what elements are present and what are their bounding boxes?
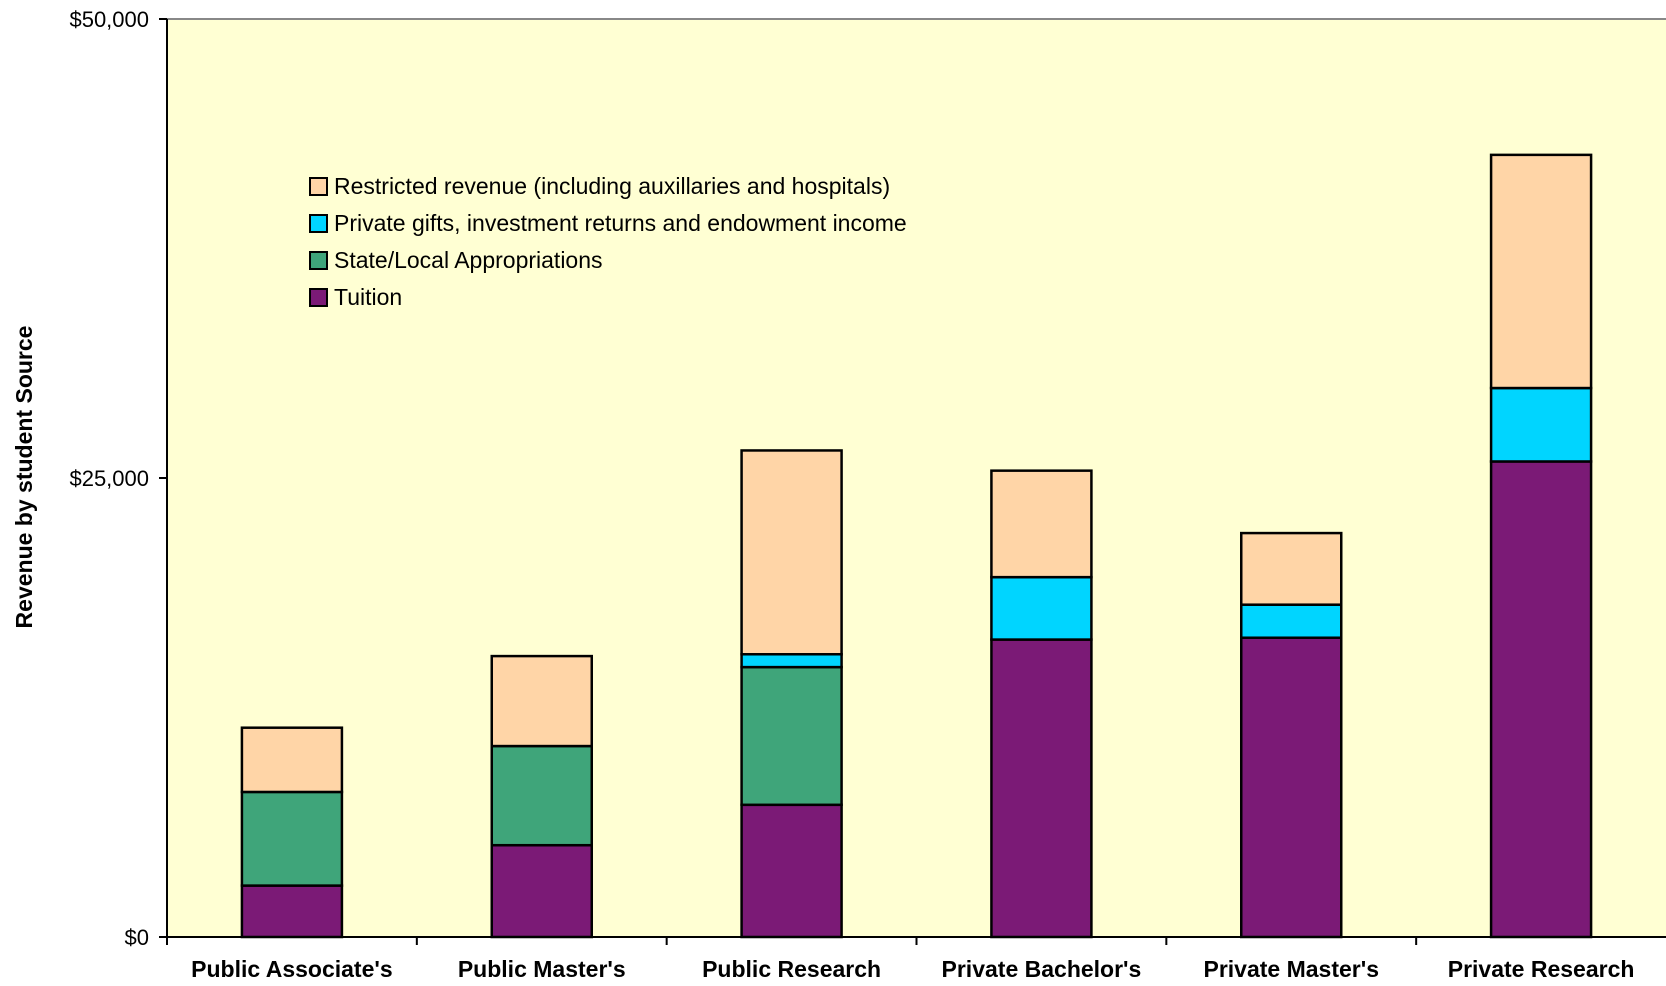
bar-segment [490,744,593,847]
bar-segment [490,654,593,748]
x-category-label: Public Research [702,956,881,981]
bar-segment [740,449,843,656]
legend-label: State/Local Appropriations [334,247,603,273]
y-tick-label: $0 [125,925,149,950]
x-category-label: Private Bachelor's [942,956,1142,981]
legend-swatch [309,177,328,196]
y-axis-title: Revenue by student Source [11,326,37,629]
bar-segment [990,469,1093,579]
y-ticks: $0 $25,000 $50,000 [69,7,167,950]
x-ticks: Public Associate's Public Master's Public … [166,937,1635,982]
bar-segment [1240,636,1343,939]
bar-segment [1489,460,1593,939]
legend-swatch [309,214,328,233]
y-tick-label: $25,000 [69,466,149,491]
legend-label: Private gifts, investment returns and en… [334,210,907,236]
bar-segment [1240,603,1343,639]
bar-segment [990,638,1093,939]
bars-layer [240,153,1593,939]
bar-segment [990,575,1093,641]
bar-segment [240,884,344,939]
x-category-label: Private Research [1448,956,1635,981]
bar-segment [740,803,843,939]
bar-segment [1240,531,1343,606]
legend-swatch [309,288,328,307]
x-category-label: Public Master's [458,956,626,981]
legend-swatch [309,251,328,270]
bar-segment [1489,153,1593,390]
bar-segment [240,790,344,887]
bar-segment [1489,386,1593,463]
legend: Restricted revenue (including auxillarie… [309,173,907,310]
legend-label: Tuition [334,284,402,310]
legend-label: Restricted revenue (including auxillarie… [334,173,890,199]
plot-area [167,19,1666,937]
x-category-label: Public Associate's [191,956,392,981]
x-category-label: Private Master's [1203,956,1379,981]
bar-segment [490,843,593,939]
bar-segment [740,653,843,669]
y-tick-label: $50,000 [69,7,149,32]
bar-segment [240,726,344,794]
bar-segment [740,665,843,807]
